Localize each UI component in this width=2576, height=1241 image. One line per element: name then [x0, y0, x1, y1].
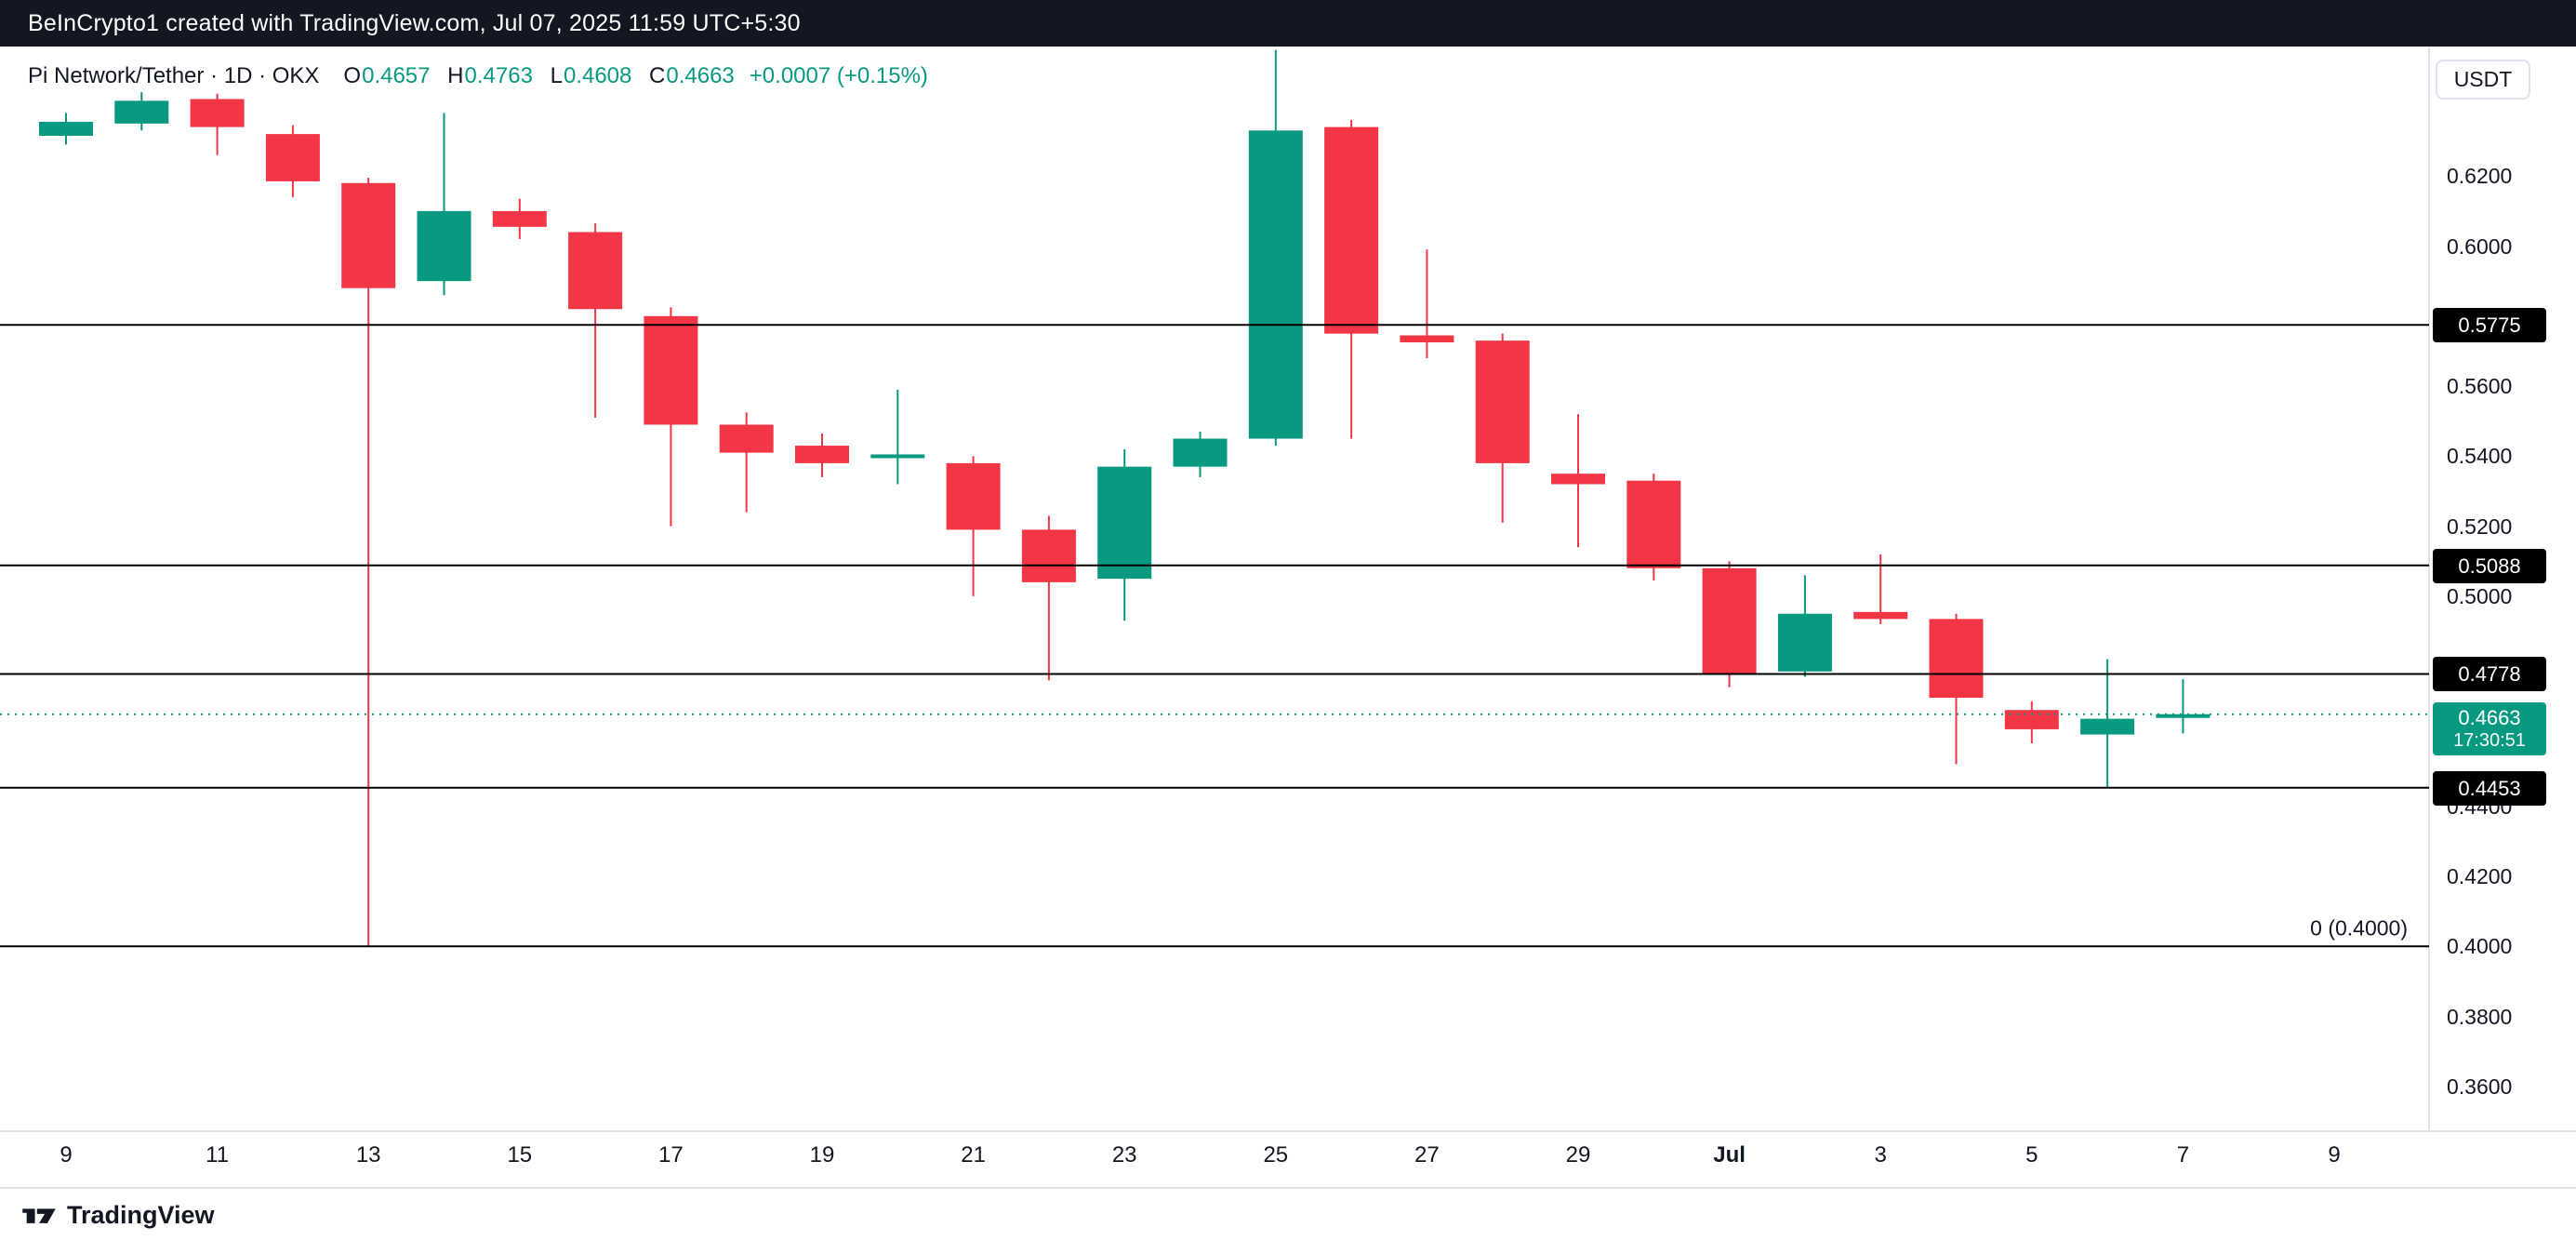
tradingview-brand-text[interactable]: TradingView — [67, 1200, 215, 1229]
candle — [795, 446, 849, 463]
candle — [1400, 335, 1454, 343]
candle — [568, 232, 623, 310]
x-axis-label: 9 — [60, 1142, 73, 1168]
candle — [1324, 127, 1379, 334]
price-tick: 0.6200 — [2447, 164, 2513, 189]
x-axis-label: 15 — [507, 1142, 533, 1168]
price-tick: 0.5400 — [2447, 444, 2513, 469]
candle — [265, 134, 320, 181]
price-tick: 0.4000 — [2447, 934, 2513, 959]
ohlc-close-value: 0.4663 — [666, 63, 735, 88]
attribution-text: BeInCrypto1 created with TradingView.com… — [28, 9, 801, 36]
candle — [1702, 567, 1757, 674]
candle — [2156, 714, 2211, 718]
candle — [1475, 340, 1530, 463]
ohlc-high-value: 0.4763 — [464, 63, 533, 88]
x-axis-label: 19 — [809, 1142, 835, 1168]
x-axis-label: Jul — [1713, 1142, 1746, 1168]
candle — [190, 99, 245, 127]
candle — [1021, 529, 1076, 582]
candle — [946, 462, 1001, 530]
attribution-bar: BeInCrypto1 created with TradingView.com… — [0, 0, 2576, 47]
candle — [2004, 710, 2059, 729]
price-tick: 0.3800 — [2447, 1004, 2513, 1029]
candle — [1929, 619, 1984, 699]
ohlc-low-label: L — [550, 63, 563, 88]
ohlc-low-value: 0.4608 — [563, 63, 632, 88]
current-price-badge: 0.4663 17:30:51 — [2433, 701, 2546, 755]
candle — [644, 315, 698, 425]
price-tick: 0.6000 — [2447, 234, 2513, 259]
candle — [1173, 438, 1228, 467]
ohlc-open-label: O — [343, 63, 362, 88]
ohlc-open-value: 0.4657 — [362, 63, 431, 88]
price-tick: 0.5200 — [2447, 514, 2513, 539]
price-level-badge: 0.4778 — [2433, 657, 2546, 692]
x-axis-label: 3 — [1874, 1142, 1887, 1168]
x-axis-label: 13 — [355, 1142, 381, 1168]
price-tick: 0.5600 — [2447, 374, 2513, 399]
current-price-value: 0.4663 — [2458, 705, 2521, 729]
candle — [417, 210, 471, 282]
candle — [1248, 130, 1303, 439]
x-axis-label: 9 — [2328, 1142, 2341, 1168]
candle — [719, 424, 774, 453]
x-axis-label: 7 — [2176, 1142, 2190, 1168]
x-axis-label: 21 — [961, 1142, 986, 1168]
ohlc-high-label: H — [447, 63, 464, 88]
candle — [1551, 474, 1605, 485]
price-tick: 0.5000 — [2447, 583, 2513, 608]
tradingview-logo-icon[interactable] — [20, 1200, 58, 1230]
currency-toggle-button[interactable]: USDT — [2436, 60, 2530, 100]
price-change: +0.0007 (+0.15%) — [749, 63, 928, 88]
price-tick: 0.3600 — [2447, 1074, 2513, 1099]
price-tick: 0.4200 — [2447, 864, 2513, 888]
price-level-badge: 0.4453 — [2433, 770, 2546, 806]
candle — [870, 454, 925, 459]
x-axis-label: 27 — [1414, 1142, 1440, 1168]
price-level-badge: 0.5088 — [2433, 548, 2546, 583]
time-axis[interactable] — [0, 1131, 2429, 1187]
x-axis-label: 11 — [206, 1142, 230, 1168]
candle — [341, 182, 396, 288]
x-axis-label: 29 — [1565, 1142, 1591, 1168]
footer-bar: TradingView — [0, 1187, 2576, 1241]
x-axis-label: 25 — [1263, 1142, 1289, 1168]
candle — [114, 100, 169, 124]
price-axis[interactable] — [2429, 47, 2576, 1131]
candle — [39, 121, 93, 136]
ohlc-close-label: C — [649, 63, 666, 88]
price-level-badge: 0.5775 — [2433, 308, 2546, 343]
candle — [1097, 466, 1152, 580]
chart-legend: Pi Network/Tether · 1D · OKX O0.4657 H0.… — [28, 63, 928, 89]
symbol-title[interactable]: Pi Network/Tether · 1D · OKX — [28, 63, 320, 88]
candle — [1627, 480, 1681, 568]
x-axis-label: 17 — [658, 1142, 684, 1168]
candle — [492, 210, 547, 227]
candle — [1777, 613, 1832, 672]
candle — [2080, 718, 2135, 735]
x-axis-label: 5 — [2025, 1142, 2038, 1168]
fib-level-label: 0 (0.4000) — [2310, 915, 2408, 940]
candle — [1853, 611, 1908, 620]
bar-countdown: 17:30:51 — [2453, 729, 2526, 751]
x-axis-label: 23 — [1111, 1142, 1137, 1168]
